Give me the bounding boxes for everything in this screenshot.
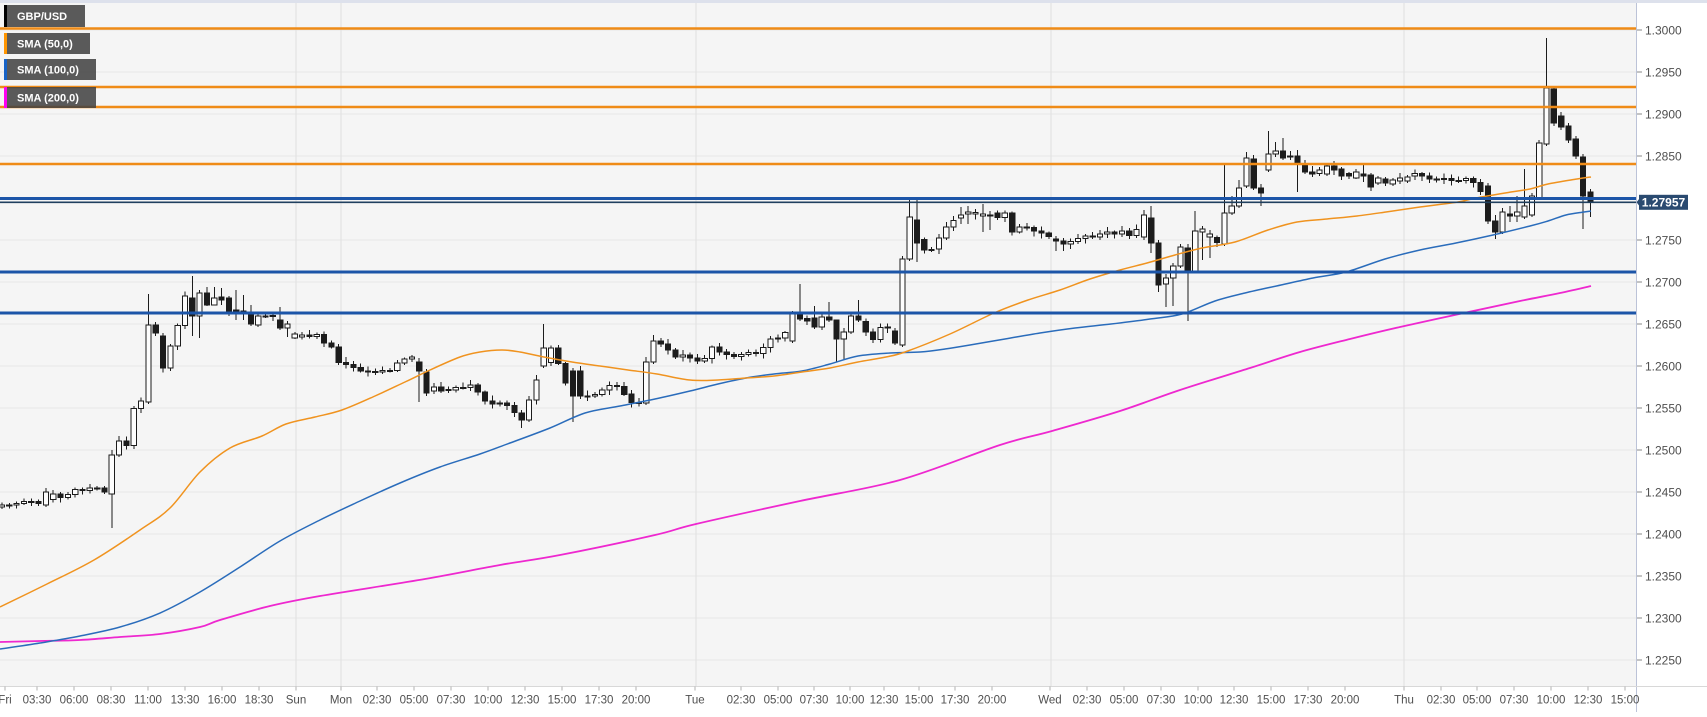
svg-text:17:30: 17:30 [1294, 695, 1323, 707]
svg-text:10:00: 10:00 [474, 695, 503, 707]
svg-text:1.2650: 1.2650 [1645, 318, 1682, 332]
svg-text:07:30: 07:30 [800, 695, 829, 707]
svg-text:11:00: 11:00 [134, 695, 162, 707]
svg-text:03:30: 03:30 [23, 695, 52, 707]
svg-text:07:30: 07:30 [1147, 695, 1176, 707]
svg-text:Fri: Fri [0, 695, 12, 707]
svg-text:17:30: 17:30 [941, 695, 970, 707]
svg-text:12:30: 12:30 [1574, 695, 1603, 707]
svg-text:05:00: 05:00 [400, 695, 429, 707]
svg-text:15:00: 15:00 [905, 695, 934, 707]
svg-text:05:00: 05:00 [764, 695, 793, 707]
svg-text:12:30: 12:30 [870, 695, 899, 707]
svg-text:10:00: 10:00 [836, 695, 865, 707]
svg-text:Mon: Mon [330, 695, 352, 707]
svg-text:SMA (50,0): SMA (50,0) [17, 39, 73, 51]
svg-text:07:30: 07:30 [437, 695, 466, 707]
svg-text:20:00: 20:00 [1331, 695, 1360, 707]
svg-text:1.2250: 1.2250 [1645, 654, 1682, 668]
svg-text:18:30: 18:30 [245, 695, 274, 707]
svg-text:1.2700: 1.2700 [1645, 276, 1682, 290]
svg-text:1.27957: 1.27957 [1642, 195, 1686, 209]
svg-text:1.2400: 1.2400 [1645, 528, 1682, 542]
svg-text:1.2750: 1.2750 [1645, 234, 1682, 248]
svg-text:17:30: 17:30 [585, 695, 614, 707]
svg-text:1.2850: 1.2850 [1645, 150, 1682, 164]
svg-text:13:30: 13:30 [171, 695, 200, 707]
svg-text:16:00: 16:00 [208, 695, 237, 707]
svg-text:1.2900: 1.2900 [1645, 108, 1682, 122]
svg-text:1.2600: 1.2600 [1645, 360, 1682, 374]
svg-text:10:00: 10:00 [1184, 695, 1213, 707]
svg-text:Sun: Sun [286, 695, 306, 707]
svg-text:GBP/USD: GBP/USD [17, 11, 67, 23]
svg-text:12:30: 12:30 [1220, 695, 1249, 707]
svg-text:07:30: 07:30 [1500, 695, 1529, 707]
svg-text:1.2300: 1.2300 [1645, 612, 1682, 626]
svg-text:10:00: 10:00 [1537, 695, 1566, 707]
svg-text:06:00: 06:00 [60, 695, 89, 707]
svg-text:12:30: 12:30 [511, 695, 540, 707]
svg-text:Wed: Wed [1038, 695, 1061, 707]
svg-text:SMA (200,0): SMA (200,0) [17, 93, 79, 105]
svg-text:1.2950: 1.2950 [1645, 66, 1682, 80]
svg-text:15:00: 15:00 [1611, 695, 1640, 707]
svg-text:1.2450: 1.2450 [1645, 486, 1682, 500]
svg-text:SMA (100,0): SMA (100,0) [17, 65, 79, 77]
svg-text:20:00: 20:00 [622, 695, 651, 707]
svg-text:1.3000: 1.3000 [1645, 24, 1682, 38]
svg-text:15:00: 15:00 [1257, 695, 1286, 707]
svg-text:Tue: Tue [685, 695, 704, 707]
svg-text:20:00: 20:00 [978, 695, 1007, 707]
svg-text:02:30: 02:30 [363, 695, 392, 707]
svg-text:Thu: Thu [1394, 695, 1414, 707]
svg-text:02:30: 02:30 [1427, 695, 1456, 707]
svg-text:08:30: 08:30 [97, 695, 126, 707]
svg-text:15:00: 15:00 [548, 695, 577, 707]
svg-text:1.2500: 1.2500 [1645, 444, 1682, 458]
svg-text:02:30: 02:30 [727, 695, 756, 707]
svg-text:1.2350: 1.2350 [1645, 570, 1682, 584]
svg-text:02:30: 02:30 [1073, 695, 1102, 707]
svg-text:1.2550: 1.2550 [1645, 402, 1682, 416]
svg-text:05:00: 05:00 [1110, 695, 1139, 707]
svg-text:05:00: 05:00 [1463, 695, 1492, 707]
